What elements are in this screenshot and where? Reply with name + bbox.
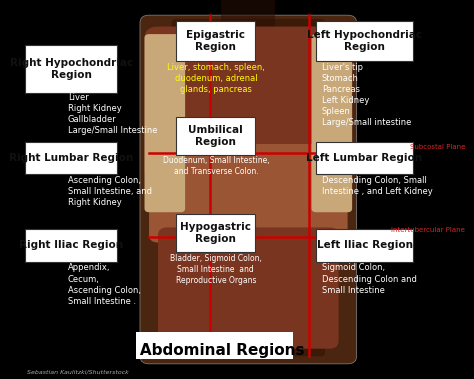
Text: Left Lumbar Region: Left Lumbar Region [307, 153, 423, 163]
Text: Epigastric
Region: Epigastric Region [186, 30, 245, 52]
FancyBboxPatch shape [172, 19, 325, 356]
Text: Left Hypochondriac
Region: Left Hypochondriac Region [307, 30, 422, 52]
FancyBboxPatch shape [176, 214, 255, 252]
FancyBboxPatch shape [176, 21, 255, 61]
FancyBboxPatch shape [316, 142, 413, 174]
FancyBboxPatch shape [25, 142, 118, 174]
FancyBboxPatch shape [137, 332, 292, 359]
Text: Liver, stomach, spleen,
duodenum, adrenal
glands, pancreas: Liver, stomach, spleen, duodenum, adrena… [167, 63, 265, 94]
Text: Appendix,
Cecum,
Ascending Colon,
Small Intestine .: Appendix, Cecum, Ascending Colon, Small … [68, 263, 141, 306]
Text: Right Lumbar Region: Right Lumbar Region [9, 153, 133, 163]
Text: Duodenum, Small Intestine,
and Transverse Colon.: Duodenum, Small Intestine, and Transvers… [163, 156, 269, 176]
Text: 9 Abdominal Regions: 9 Abdominal Regions [124, 343, 305, 358]
Text: Ascending Colon,
Small Intestine, and
Right Kidney: Ascending Colon, Small Intestine, and Ri… [68, 176, 152, 207]
Text: Umbilical
Region: Umbilical Region [188, 125, 243, 147]
FancyBboxPatch shape [316, 229, 413, 262]
FancyBboxPatch shape [311, 34, 352, 212]
Text: Sebastian Kaulitzki/Shutterstock: Sebastian Kaulitzki/Shutterstock [27, 370, 129, 374]
Text: Left Iliac Region: Left Iliac Region [317, 240, 412, 251]
FancyBboxPatch shape [176, 117, 255, 155]
Text: Right Hypochondriac
Region: Right Hypochondriac Region [9, 58, 133, 80]
Text: Subcostal Plane: Subcostal Plane [410, 144, 465, 150]
FancyBboxPatch shape [25, 229, 118, 262]
FancyBboxPatch shape [25, 45, 118, 93]
Text: Sigmoid Colon,
Descending Colon and
Small Intestine: Sigmoid Colon, Descending Colon and Smal… [322, 263, 417, 294]
Text: Right Iliac Region: Right Iliac Region [19, 240, 123, 251]
Text: Bladder, Sigmoid Colon,
Small Intestine  and
Reproductive Organs: Bladder, Sigmoid Colon, Small Intestine … [170, 254, 262, 285]
Text: Intertubercular Plane: Intertubercular Plane [391, 227, 465, 233]
Text: Liver's tip
Stomach
Pancreas
Left Kidney
Spleen
Large/Small intestine: Liver's tip Stomach Pancreas Left Kidney… [322, 63, 411, 127]
Text: Hypogastric
Region: Hypogastric Region [180, 222, 251, 244]
FancyBboxPatch shape [158, 227, 338, 349]
Bar [221, 0, 275, 352]
Text: Liver
Right Kidney
Gallbladder
Large/Small Intestine: Liver Right Kidney Gallbladder Large/Sma… [68, 93, 157, 135]
FancyBboxPatch shape [145, 34, 185, 212]
FancyBboxPatch shape [149, 144, 347, 243]
Text: Descending Colon, Small
Intestine , and Left Kidney: Descending Colon, Small Intestine , and … [322, 176, 433, 196]
FancyBboxPatch shape [316, 21, 413, 61]
FancyBboxPatch shape [145, 27, 352, 182]
FancyBboxPatch shape [140, 15, 356, 364]
